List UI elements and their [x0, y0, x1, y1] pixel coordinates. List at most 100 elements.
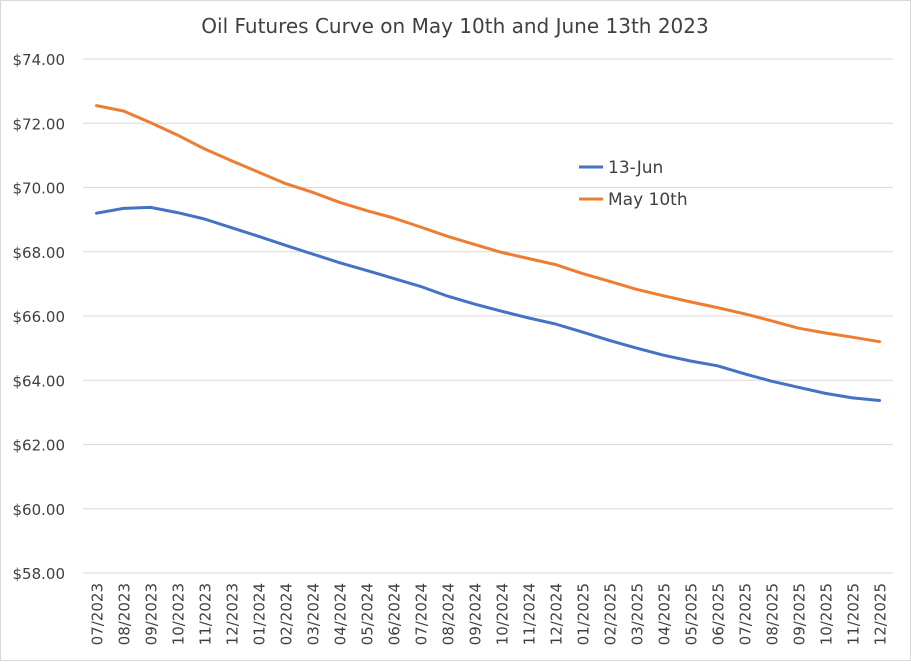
data-point — [851, 336, 854, 339]
data-point — [338, 261, 341, 264]
series-line — [95, 104, 881, 344]
y-tick-label: $64.00 — [13, 372, 66, 390]
data-point — [500, 309, 503, 313]
data-point — [122, 109, 125, 113]
data-point — [392, 216, 395, 220]
y-tick-label: $62.00 — [13, 437, 66, 455]
data-point — [95, 212, 98, 215]
y-tick-label: $66.00 — [13, 308, 66, 326]
data-point — [554, 263, 557, 266]
x-tick-label: 09/2023 — [143, 583, 161, 645]
data-point — [635, 288, 638, 291]
y-tick-label: $74.00 — [13, 51, 66, 69]
x-tick-label: 08/2024 — [440, 583, 458, 645]
data-point — [284, 244, 287, 247]
gridlines — [83, 58, 893, 574]
y-tick-label: $68.00 — [13, 244, 66, 262]
data-point — [257, 170, 260, 174]
x-tick-label: 10/2024 — [494, 583, 512, 645]
x-tick-label: 06/2025 — [710, 583, 728, 645]
y-axis-tick-labels: $58.00 $60.00 $62.00 $64.00 $66.00 $68.00 $70.… — [13, 51, 66, 583]
x-tick-label: 07/2024 — [413, 583, 431, 645]
y-tick-label: $70.00 — [13, 180, 66, 198]
x-tick-label: 08/2023 — [116, 583, 134, 645]
data-point — [95, 104, 98, 107]
data-point — [662, 294, 665, 297]
data-point — [554, 322, 557, 326]
data-point — [473, 302, 476, 306]
data-point — [392, 277, 395, 280]
x-tick-label: 02/2024 — [278, 583, 296, 645]
x-tick-label: 02/2025 — [602, 583, 620, 645]
x-tick-label: 12/2024 — [548, 583, 566, 645]
data-point — [230, 159, 233, 163]
data-point — [824, 392, 827, 395]
data-point — [770, 319, 773, 323]
data-point — [419, 225, 422, 229]
data-point — [878, 340, 881, 343]
data-point — [608, 280, 611, 283]
legend-label: 13-Jun — [608, 158, 663, 178]
data-point — [149, 206, 152, 209]
data-point — [689, 300, 692, 304]
x-tick-label: 05/2024 — [359, 583, 377, 645]
x-tick-label: 05/2025 — [683, 583, 701, 645]
data-point — [851, 396, 854, 400]
data-point — [284, 182, 287, 185]
legend-label: May 10th — [608, 190, 688, 210]
x-tick-label: 10/2023 — [170, 583, 188, 645]
x-tick-label: 04/2025 — [656, 583, 674, 645]
data-point — [770, 380, 773, 383]
x-tick-label: 11/2025 — [845, 583, 863, 645]
series-line — [95, 205, 881, 402]
data-point — [662, 353, 665, 357]
x-tick-label: 10/2025 — [818, 583, 836, 645]
data-point — [527, 257, 530, 260]
data-point — [446, 294, 449, 298]
data-point — [311, 252, 314, 256]
data-point — [824, 331, 827, 335]
data-point — [149, 121, 152, 124]
data-point — [608, 339, 611, 342]
data-series — [95, 104, 881, 402]
data-point — [176, 211, 179, 214]
data-point — [716, 364, 719, 367]
data-point — [581, 330, 584, 334]
chart-title: Oil Futures Curve on May 10th and June 1… — [201, 14, 708, 38]
x-tick-label: 06/2024 — [386, 583, 404, 645]
data-point — [500, 251, 503, 254]
x-tick-label: 07/2023 — [89, 583, 107, 645]
x-tick-label: 03/2025 — [629, 583, 647, 645]
data-point — [203, 147, 206, 151]
x-tick-label: 12/2025 — [872, 583, 890, 645]
x-tick-label: 07/2025 — [737, 583, 755, 645]
data-point — [446, 235, 449, 238]
y-tick-label: $58.00 — [13, 565, 66, 583]
x-tick-label: 04/2024 — [332, 583, 350, 645]
data-point — [176, 133, 179, 137]
data-point — [797, 327, 800, 330]
x-tick-label: 11/2024 — [521, 583, 539, 645]
data-point — [527, 316, 530, 320]
data-point — [338, 201, 341, 204]
data-point — [689, 359, 692, 363]
data-point — [122, 207, 125, 210]
x-tick-label: 09/2024 — [467, 583, 485, 645]
data-point — [581, 272, 584, 275]
x-tick-label: 01/2024 — [251, 583, 269, 645]
data-point — [419, 285, 422, 288]
y-tick-label: $60.00 — [13, 501, 66, 519]
data-point — [878, 399, 881, 402]
data-point — [743, 312, 746, 315]
y-tick-label: $72.00 — [13, 115, 66, 133]
data-point — [365, 269, 368, 272]
x-tick-label: 08/2025 — [764, 583, 782, 645]
x-tick-label: 09/2025 — [791, 583, 809, 645]
x-tick-label: 01/2025 — [575, 583, 593, 645]
x-axis-tick-labels: 07/2023 08/2023 09/2023 10/2023 11/2023 12/20… — [89, 583, 890, 645]
x-tick-label: 12/2023 — [224, 583, 242, 645]
legend: 13-Jun May 10th — [579, 158, 688, 210]
data-point — [257, 235, 260, 238]
